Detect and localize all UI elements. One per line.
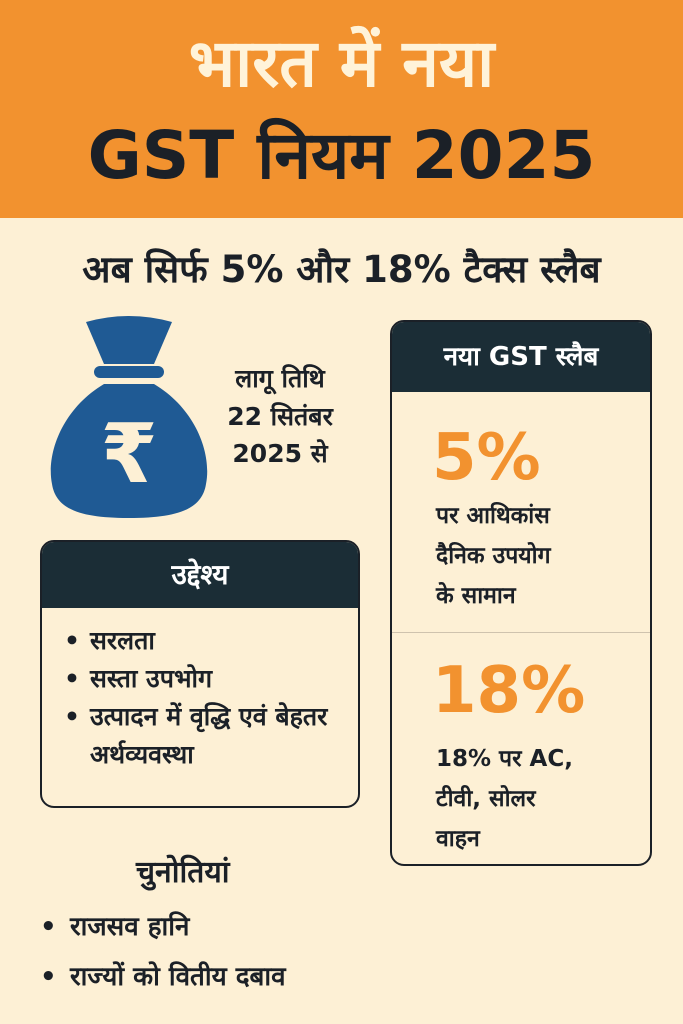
list-item: सस्ता उपभोग [64,660,358,698]
slab-desc-line: वाहन [436,826,480,852]
slab-rate-5: 5% [432,421,541,495]
money-bag-rupee-icon: ₹ [50,316,208,518]
slab-heading: नया GST स्लैब [392,322,650,392]
slab-desc-line: के सामान [436,583,516,609]
objective-list: सरलता सस्ता उपभोग उत्पादन में वृद्धि एवं… [42,608,358,774]
rupee-symbol: ₹ [100,407,157,502]
slab-desc-line: दैनिक उपयोग [436,543,551,569]
slab-desc-5: पर आथिकांस दैनिक उपयोग के सामान [436,496,646,616]
list-item: उत्पादन में वृद्धि एवं बेहतर अर्थव्यवस्थ… [64,698,358,774]
challenges-list: राजसव हानि राज्यों को वितीय दबाव [40,902,286,1002]
slab-rate-18: 18% [432,654,586,728]
title-line-1: भारत में नया [188,25,495,102]
title-line-2: GST नियम 2025 [87,117,596,194]
slab-desc-line: पर आथिकांस [436,503,550,529]
slab-18-section: 18% 18% पर AC, टीवी, सोलर वाहन [392,633,650,864]
objective-card: उद्देश्य सरलता सस्ता उपभोग उत्पादन में व… [40,540,360,808]
slab-desc-line: टीवी, सोलर [436,786,536,812]
header-banner: भारत में नया GST नियम 2025 [0,0,683,218]
effective-date: लागू तिथि 22 सितंबर 2025 से [210,360,350,473]
effective-date-year: 2025 से [232,439,328,468]
list-item: राजसव हानि [40,902,286,952]
challenges-heading: चुनोतियां [136,855,230,890]
list-item: राज्यों को वितीय दबाव [40,952,286,1002]
objective-heading: उद्देश्य [42,542,358,608]
slab-desc-line: 18% पर AC, [436,746,573,772]
effective-date-day: 22 सितंबर [227,401,333,431]
gst-slab-card: नया GST स्लैब 5% पर आथिकांस दैनिक उपयोग … [390,320,652,866]
slab-5-section: 5% पर आथिकांस दैनिक उपयोग के सामान [392,392,650,633]
subtitle: अब सिर्फ 5% और 18% टैक्स स्लैब [82,248,601,291]
list-item: सरलता [64,622,358,660]
slab-desc-18: 18% पर AC, टीवी, सोलर वाहन [436,739,646,859]
effective-date-label: लागू तिथि [235,364,325,393]
